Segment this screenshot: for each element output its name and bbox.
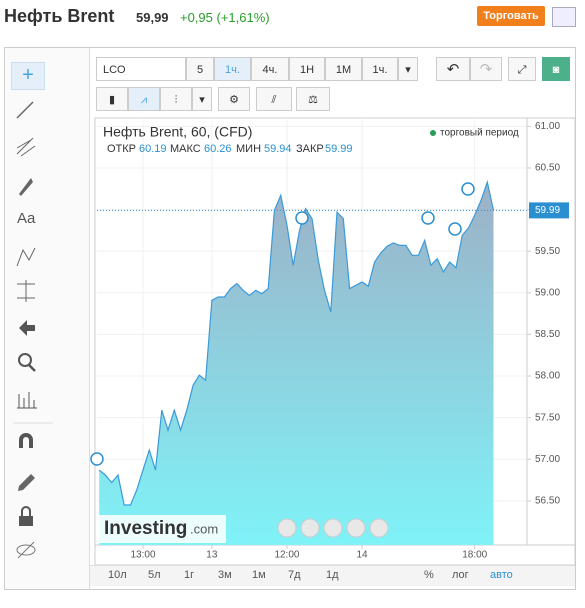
y-tick-label: 59.50	[535, 246, 560, 257]
session-label: торговый период	[440, 128, 519, 139]
zoom-controls[interactable]	[277, 518, 389, 538]
footer-button[interactable]: %	[424, 569, 434, 581]
footer-button[interactable]: авто	[490, 569, 513, 581]
interval-button[interactable]: 1ч.	[214, 57, 251, 81]
indicators-button[interactable]: ⫽	[256, 87, 292, 111]
area-fill	[99, 182, 494, 545]
page: {"header":{"title":"Нефть Brent","price"…	[4, 6, 576, 590]
sidebar-icons	[13, 101, 53, 559]
change: +0,95 (+1,61%)	[180, 10, 270, 25]
footer-button[interactable]: лог	[452, 569, 469, 581]
last-price-box	[529, 202, 569, 219]
y-tick-label: 61.00	[535, 121, 560, 132]
chart: Нефть Brent, 60, (CFD) торговый период О…	[90, 117, 576, 566]
interval-button[interactable]: 5	[186, 57, 214, 81]
candles-button[interactable]: ▮	[96, 87, 128, 111]
compare-button[interactable]: ⚖	[296, 87, 330, 111]
trade-button[interactable]: Торговать	[477, 6, 545, 26]
crosshair-tool[interactable]: +	[11, 62, 45, 90]
interval-button[interactable]: 1ч.	[362, 57, 398, 81]
ohlc-label: ОТКР	[107, 143, 136, 155]
screenshot-button[interactable]: ◙	[542, 57, 570, 81]
interval-dropdown[interactable]: ▾	[398, 57, 418, 81]
ohlc-label: МАКС	[170, 143, 201, 155]
x-tick-label: 14	[357, 550, 369, 561]
x-tick-label: 12:00	[274, 550, 299, 561]
x-tick-label: 13	[206, 550, 218, 561]
session-dot	[430, 130, 436, 136]
ohlc-label: МИН	[236, 143, 261, 155]
text-tool[interactable]: Aa	[17, 210, 36, 227]
last-price-label: 59.99	[535, 205, 560, 216]
chart-title: Нефть Brent, 60, (CFD)	[103, 124, 252, 140]
news-markers[interactable]	[90, 182, 475, 466]
interval-button[interactable]: 1Н	[289, 57, 325, 81]
footer-button[interactable]: 1м	[252, 569, 266, 581]
ohlc-value: 59.94	[264, 143, 292, 155]
chart-type-dropdown[interactable]: ▾	[192, 87, 212, 111]
fullscreen-button[interactable]: ⤢	[508, 57, 536, 81]
footer-button[interactable]: 1г	[184, 569, 195, 581]
footer-button[interactable]: 1д	[326, 569, 339, 581]
footer-button[interactable]: 5л	[148, 569, 161, 581]
price-line	[98, 179, 495, 506]
ohlc-value: 60.26	[204, 143, 232, 155]
y-tick-label: 58.50	[535, 329, 560, 340]
footer-button[interactable]: 3м	[218, 569, 232, 581]
sidebar: + Aa	[5, 48, 90, 589]
ohlc-label: ЗАКР	[296, 143, 324, 155]
interval-button[interactable]: 1М	[325, 57, 362, 81]
price: 59,99	[136, 10, 169, 25]
logo: Investing	[104, 518, 187, 539]
x-tick-label: 13:00	[130, 550, 155, 561]
symbol-input[interactable]: LCO	[96, 57, 186, 81]
logo-suffix: .com	[190, 521, 218, 536]
interval-button[interactable]: 4ч.	[251, 57, 289, 81]
ohlc-value: 60.19	[139, 143, 167, 155]
logo-bg	[97, 515, 226, 543]
footer-button[interactable]: 7д	[288, 569, 301, 581]
y-tick-label: 56.50	[535, 496, 560, 507]
bars-button[interactable]: ⫶	[160, 87, 192, 111]
undo-button[interactable]: ↶	[436, 57, 470, 81]
x-tick-label: 18:00	[462, 550, 487, 561]
y-tick-label: 60.50	[535, 163, 560, 174]
redo-button[interactable]: ↷	[470, 57, 502, 81]
y-tick-label: 57.50	[535, 412, 560, 423]
watchlist-button[interactable]	[552, 7, 576, 27]
area-button[interactable]: ⩘	[128, 87, 160, 111]
y-tick-label: 57.00	[535, 454, 560, 465]
y-tick-label: 59.00	[535, 287, 560, 298]
instrument-title: Нефть Brent	[4, 6, 115, 26]
y-tick-label: 58.00	[535, 371, 560, 382]
ohlc-value: 59.99	[325, 143, 353, 155]
footer: 10л 5л 1г 3м 1м 7д 1д% лог авто	[90, 565, 575, 586]
settings-button[interactable]: ⚙	[218, 87, 250, 111]
footer-button[interactable]: 10л	[108, 569, 127, 581]
